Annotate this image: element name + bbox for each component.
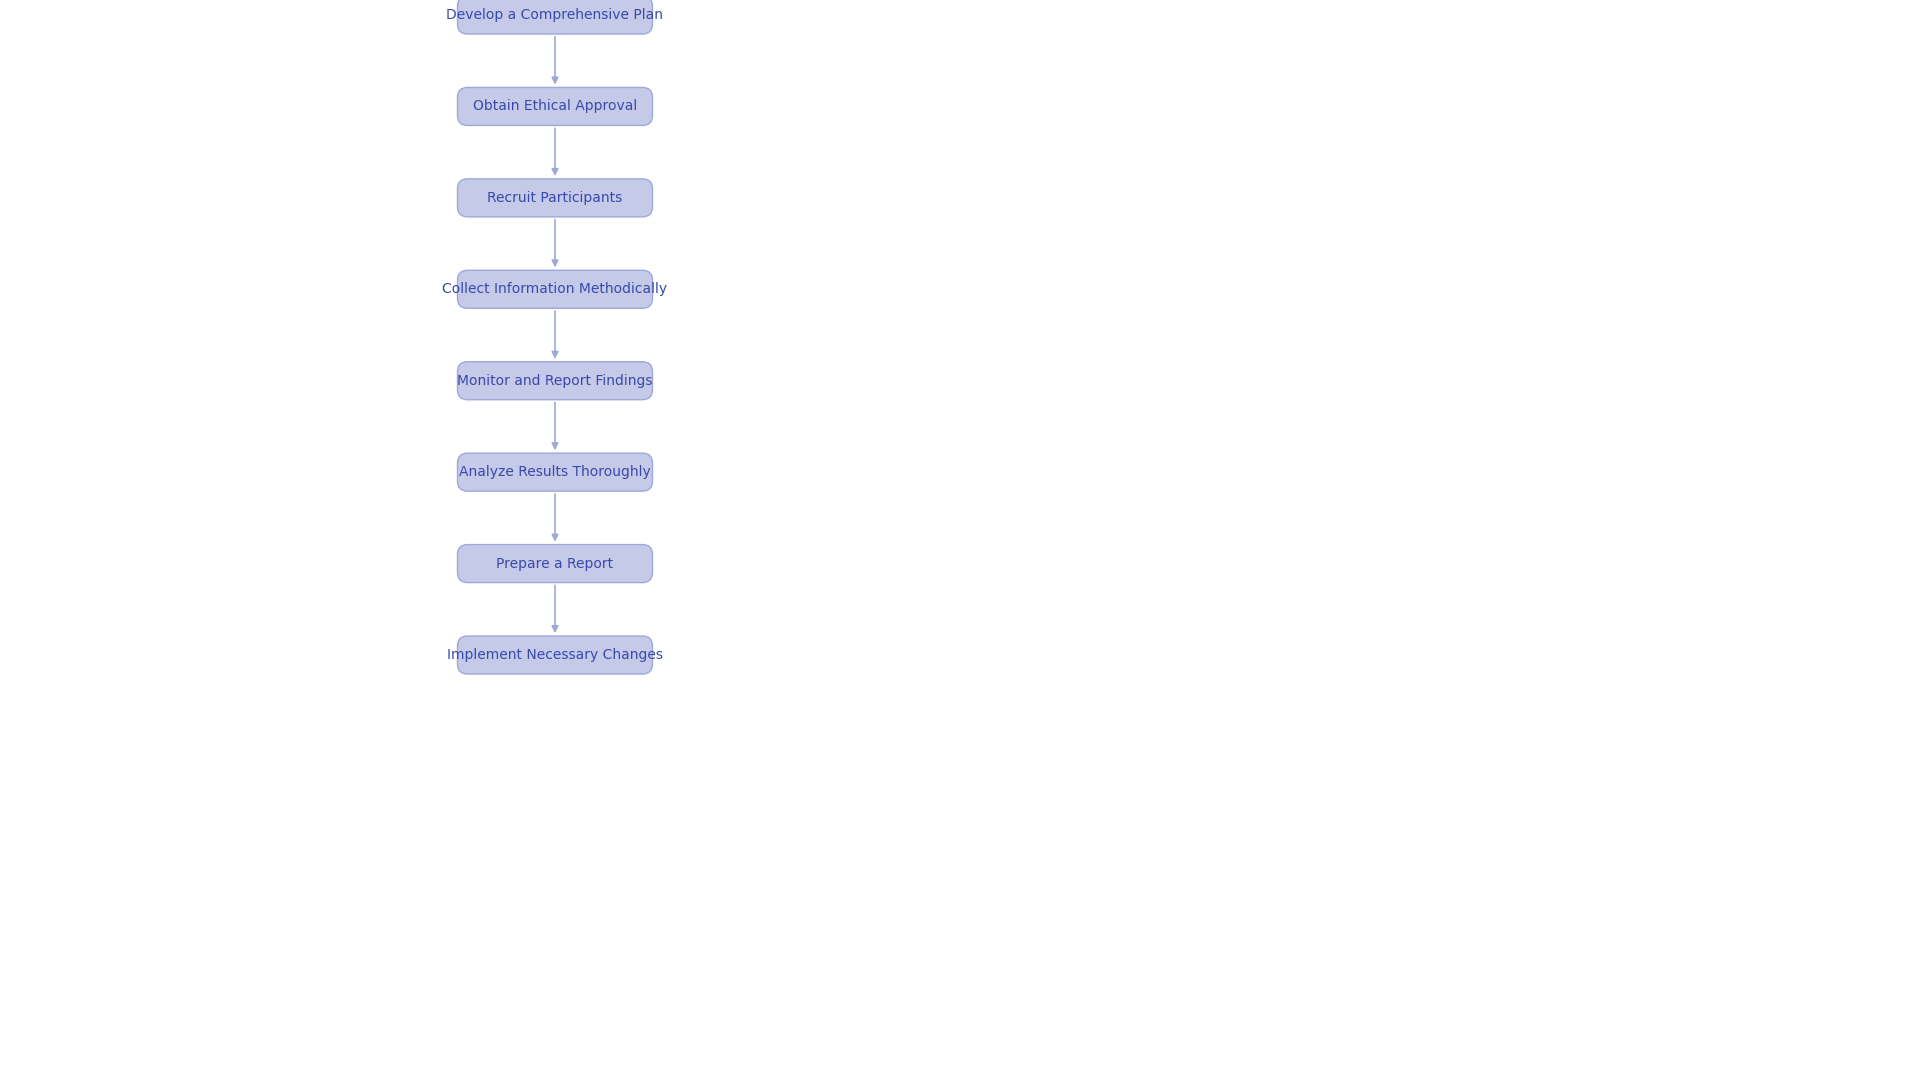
Text: Implement Necessary Changes: Implement Necessary Changes (447, 648, 662, 662)
Text: Collect Information Methodically: Collect Information Methodically (442, 283, 668, 297)
Text: Analyze Results Thoroughly: Analyze Results Thoroughly (459, 465, 651, 479)
FancyBboxPatch shape (457, 0, 653, 34)
FancyBboxPatch shape (457, 88, 653, 126)
Text: Monitor and Report Findings: Monitor and Report Findings (457, 374, 653, 388)
FancyBboxPatch shape (457, 545, 653, 583)
FancyBboxPatch shape (457, 453, 653, 492)
FancyBboxPatch shape (457, 362, 653, 400)
Text: Develop a Comprehensive Plan: Develop a Comprehensive Plan (447, 8, 664, 22)
Text: Recruit Participants: Recruit Participants (488, 191, 622, 205)
Text: Prepare a Report: Prepare a Report (497, 557, 614, 571)
FancyBboxPatch shape (457, 179, 653, 217)
FancyBboxPatch shape (457, 271, 653, 309)
FancyBboxPatch shape (457, 636, 653, 674)
Text: Obtain Ethical Approval: Obtain Ethical Approval (472, 100, 637, 114)
